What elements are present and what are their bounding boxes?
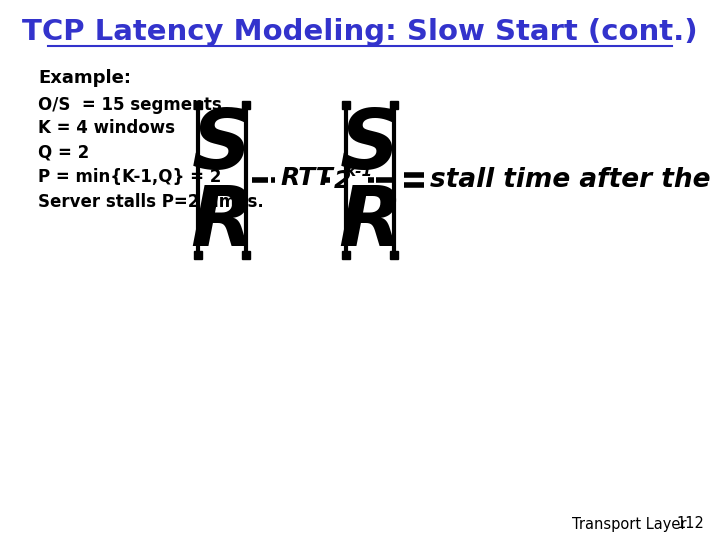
Text: Example:: Example: — [38, 69, 131, 87]
Text: Transport Layer: Transport Layer — [572, 516, 686, 531]
Text: R: R — [338, 181, 402, 262]
Text: RTT: RTT — [280, 166, 333, 190]
Text: S: S — [340, 105, 400, 186]
Text: 112: 112 — [676, 516, 704, 531]
Text: P = min{K-1,Q} = 2: P = min{K-1,Q} = 2 — [38, 168, 221, 186]
Text: S: S — [192, 105, 252, 186]
Text: k-1: k-1 — [346, 165, 373, 179]
Text: Q = 2: Q = 2 — [38, 143, 89, 161]
Text: stall time after the kth  window: stall time after the kth window — [430, 167, 720, 193]
Text: R: R — [190, 181, 254, 262]
Text: TCP Latency Modeling: Slow Start (cont.): TCP Latency Modeling: Slow Start (cont.) — [22, 18, 698, 46]
Text: 2: 2 — [334, 169, 351, 193]
Text: K = 4 windows: K = 4 windows — [38, 119, 175, 137]
Text: O/S  = 15 segments: O/S = 15 segments — [38, 96, 222, 114]
Text: Server stalls P=2 times.: Server stalls P=2 times. — [38, 193, 264, 211]
